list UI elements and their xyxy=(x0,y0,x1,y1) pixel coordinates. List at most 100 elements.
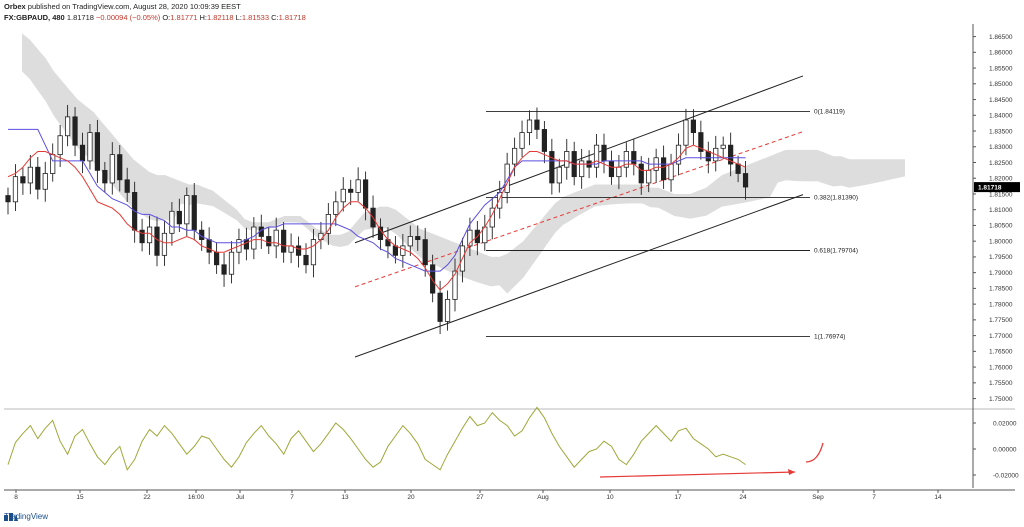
candle-body xyxy=(638,163,644,184)
candle-body xyxy=(415,236,421,241)
candle-body xyxy=(161,232,168,256)
candle-body xyxy=(377,226,384,241)
candle-body xyxy=(623,151,629,168)
candle-body xyxy=(407,236,413,247)
candle-body xyxy=(444,299,451,322)
price-tick-label: 1.83500 xyxy=(989,128,1013,135)
price-tick-label: 1.77000 xyxy=(989,333,1013,340)
candle-body xyxy=(593,144,600,168)
candle-body xyxy=(348,188,354,193)
price-tick-label: 1.75500 xyxy=(989,380,1013,387)
candle-body xyxy=(579,160,585,178)
symbol-label: FX:GBPAUD, 480 xyxy=(4,13,65,22)
candle-body xyxy=(512,147,518,165)
candle-body xyxy=(683,119,689,146)
fib-level-label: 1(1.76974) xyxy=(814,333,845,340)
price-tick-label: 1.81000 xyxy=(989,207,1013,214)
time-tick-label: 24 xyxy=(739,494,747,501)
price-tick-label: 1.85000 xyxy=(989,81,1013,88)
candle-body xyxy=(467,229,473,247)
candle-body xyxy=(213,251,220,266)
time-tick-label: 7 xyxy=(872,494,876,501)
candle-body xyxy=(57,135,63,156)
low-value: 1.81533 xyxy=(241,13,270,22)
time-tick-label: 16:00 xyxy=(188,494,205,501)
candle-body xyxy=(668,163,674,181)
candle-body xyxy=(549,151,555,184)
candle-body xyxy=(94,132,100,171)
time-tick-label: 7 xyxy=(290,494,294,501)
close-label: C: xyxy=(271,13,279,22)
channel-lower-line xyxy=(354,194,804,358)
candle-body xyxy=(176,210,182,225)
time-tick-label: 14 xyxy=(934,494,942,501)
candle-body xyxy=(87,132,93,162)
osc-tick-label: -0.02000 xyxy=(993,472,1019,479)
candle-body xyxy=(392,245,399,256)
candle-body xyxy=(564,151,570,168)
candle-body xyxy=(243,239,249,250)
osc-tick-label: 0.00000 xyxy=(993,446,1017,453)
oscillator-line xyxy=(7,406,746,471)
high-value: 1.82118 xyxy=(206,13,234,22)
fib-level-label: 0.382(1.81390) xyxy=(814,194,858,201)
candle-body xyxy=(705,151,711,162)
candle-body xyxy=(690,119,697,133)
candle-body xyxy=(273,229,279,247)
candle-body xyxy=(124,179,130,193)
high-label: H: xyxy=(199,13,207,22)
price-tick-label: 1.78000 xyxy=(989,301,1013,308)
low-label: L: xyxy=(235,13,242,22)
fib-level-label: 0(1.84119) xyxy=(814,109,845,116)
time-tick-label: 8 xyxy=(14,494,18,501)
candle-body xyxy=(206,239,212,253)
candle-body xyxy=(661,157,667,181)
time-tick-label: Sep xyxy=(812,494,824,501)
price-tick-label: 1.84500 xyxy=(989,97,1013,104)
fib-level-label: 0.618(1.79704) xyxy=(814,247,858,254)
candle-body xyxy=(139,229,145,244)
price-tick-label: 1.80000 xyxy=(989,238,1013,245)
candle-body xyxy=(430,264,436,294)
last-price: 1.81718 xyxy=(66,13,94,22)
open-value: 1.81771 xyxy=(170,13,198,22)
time-tick-label: 13 xyxy=(341,494,349,501)
candle-body xyxy=(541,129,548,152)
tenkan-line xyxy=(7,144,746,291)
candle-body xyxy=(221,264,227,275)
last-price-tag-label: 1.81718 xyxy=(978,185,1002,192)
candle-body xyxy=(27,166,33,184)
candle-body xyxy=(333,201,339,215)
candle-body xyxy=(556,166,562,184)
channel-upper-line xyxy=(354,75,804,244)
publisher-name: Orbex xyxy=(4,2,26,11)
price-tick-label: 1.85500 xyxy=(989,65,1013,72)
price-change: −0.00094 (−0.05%) xyxy=(96,13,161,22)
candle-body xyxy=(526,119,533,133)
candle-body xyxy=(608,160,615,178)
tradingview-footer[interactable]: TradingView xyxy=(4,512,48,521)
candle-body xyxy=(191,195,197,231)
candle-body xyxy=(72,116,78,146)
candle-body xyxy=(310,239,317,266)
price-tick-label: 1.79000 xyxy=(989,270,1013,277)
price-tick-label: 1.77500 xyxy=(989,317,1013,324)
candle-body xyxy=(303,254,309,266)
price-tick-label: 1.79500 xyxy=(989,254,1013,261)
candle-body xyxy=(295,245,302,256)
price-tick-label: 1.80500 xyxy=(989,223,1013,230)
divergence-arrow-line xyxy=(599,471,796,478)
candle-body xyxy=(362,179,369,209)
price-tick-label: 1.86000 xyxy=(989,50,1013,57)
candle-body xyxy=(65,116,71,137)
price-tick-label: 1.86500 xyxy=(989,34,1013,41)
time-tick-label: 22 xyxy=(143,494,151,501)
candle-body xyxy=(5,195,11,203)
candle-body xyxy=(437,292,443,322)
price-tick-label: 1.82000 xyxy=(989,176,1013,183)
candle-body xyxy=(184,195,190,225)
price-tick-label: 1.75000 xyxy=(989,396,1013,403)
time-tick-label: Aug xyxy=(537,494,549,501)
